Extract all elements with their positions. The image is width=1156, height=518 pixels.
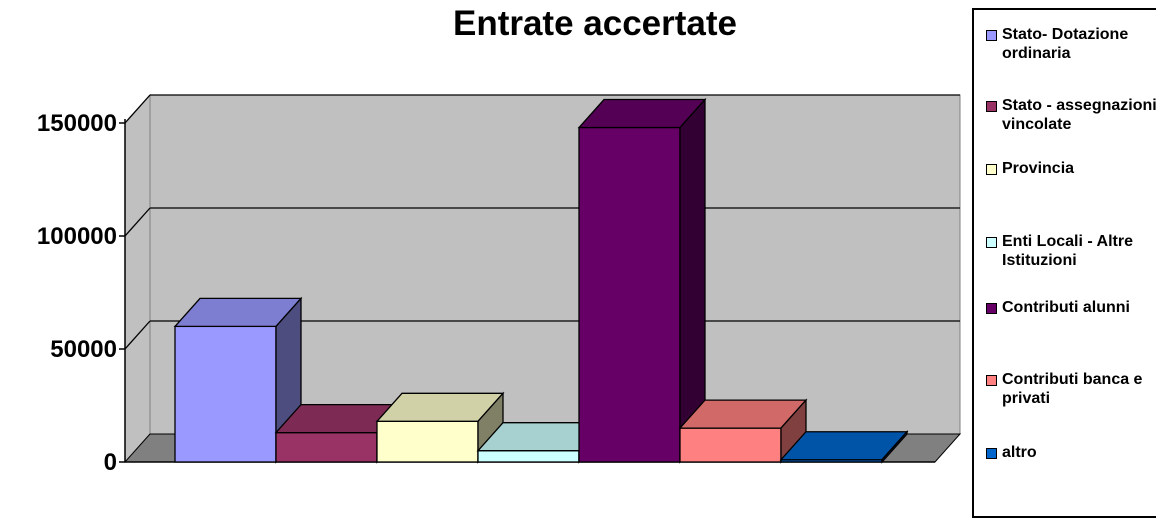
- legend-swatch: [986, 375, 997, 386]
- bar-front-6: [679, 427, 782, 463]
- legend-label: Provincia: [1002, 160, 1075, 177]
- bar-front-5: [578, 126, 681, 463]
- bar-front-4: [477, 450, 580, 463]
- chart-side-wall: [124, 93, 151, 464]
- legend-swatch: [986, 237, 997, 248]
- chart-title: Entrate accertate: [452, 4, 738, 43]
- legend-label: Contributi alunni: [1002, 299, 1130, 316]
- y-tick-label: 100000: [37, 223, 117, 250]
- legend-label: Stato- Dotazione ordinaria: [1002, 26, 1129, 62]
- bar-side-7: [881, 430, 908, 464]
- legend-swatch: [986, 303, 997, 314]
- gridline-side: [124, 94, 151, 124]
- bar-front-3: [376, 420, 479, 463]
- chart-plot: 0 50000 100000 150000: [37, 93, 962, 476]
- legend-swatch: [986, 101, 997, 112]
- legend-swatch: [986, 448, 997, 459]
- bar-front-1: [174, 325, 277, 463]
- legend-label: altro: [1002, 444, 1037, 461]
- legend-label: Stato - assegnazioni vincolate: [1002, 97, 1156, 133]
- legend-swatch: [986, 164, 997, 175]
- y-tick-label: 150000: [37, 110, 117, 137]
- chart-area: 0 50000 100000 150000 Entrate accertate Sta…: [37, 4, 1156, 518]
- y-tick-label: 50000: [50, 336, 117, 363]
- legend-label: Enti Locali - Altre Istituzioni: [1002, 233, 1133, 269]
- legend-swatch: [986, 30, 997, 41]
- legend-label: Contributi banca e privati: [1002, 371, 1143, 407]
- chart-legend: Stato- Dotazione ordinaria Stato - assegn…: [972, 8, 1156, 518]
- y-tick-label: 0: [104, 449, 117, 476]
- gridline-side: [124, 320, 151, 350]
- bar-front-2: [275, 431, 378, 463]
- gridline-side: [124, 207, 151, 237]
